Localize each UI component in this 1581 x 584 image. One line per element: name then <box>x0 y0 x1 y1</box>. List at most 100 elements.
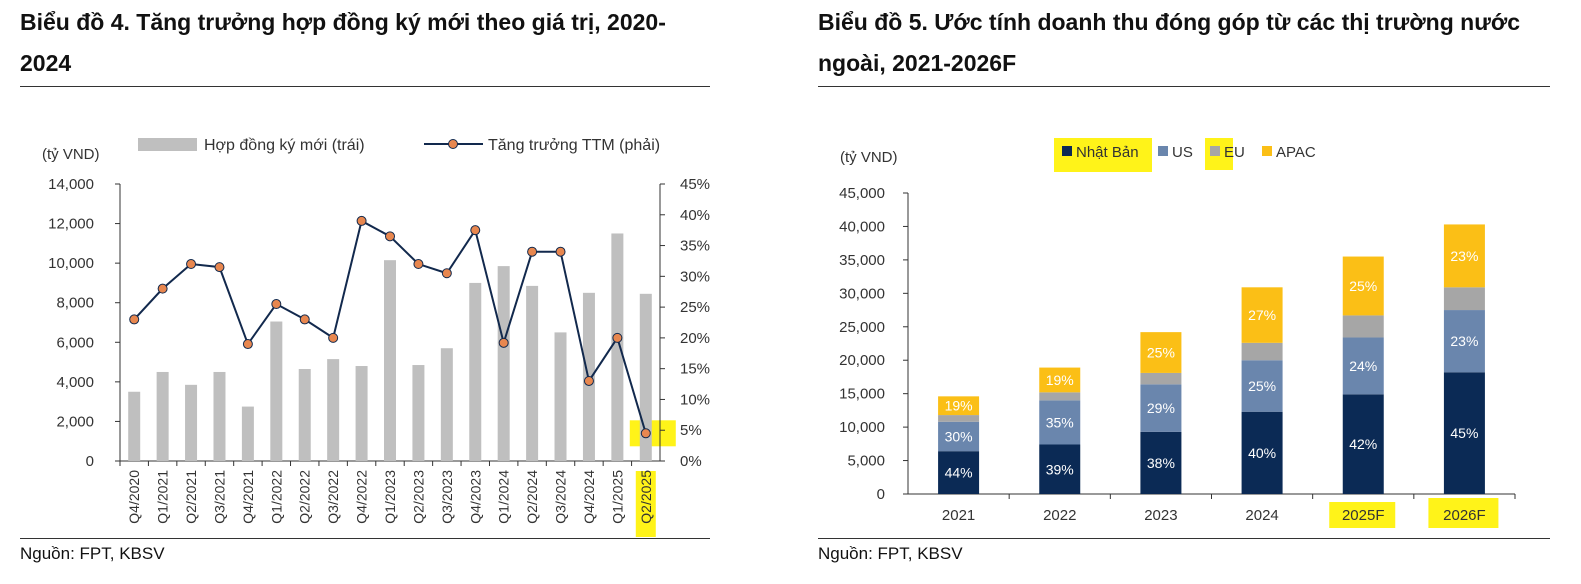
divider-top <box>818 86 1550 87</box>
legend-swatch-eu <box>1210 146 1220 156</box>
y-tick-label: 10,000 <box>48 255 94 272</box>
contract-bar <box>440 348 453 461</box>
y-tick-label: 14,000 <box>48 176 94 193</box>
y-tick-label: 15,000 <box>839 386 885 403</box>
bar-segment-apac <box>938 396 980 416</box>
data-label-us: 29% <box>1147 400 1175 416</box>
y-tick-label: 25,000 <box>839 319 885 336</box>
bar-segment-japan <box>1039 444 1081 494</box>
bar-segment-apac <box>1241 287 1283 343</box>
y-tick-label: 6,000 <box>56 334 94 351</box>
contract-bar <box>412 365 425 461</box>
ttm-growth-point <box>385 231 395 242</box>
y-tick-label: 4,000 <box>56 374 94 391</box>
data-label-japan: 42% <box>1349 436 1377 452</box>
y2-tick-label: 45% <box>680 176 710 193</box>
y2-tick-label: 25% <box>680 299 710 316</box>
legend-swatch-apac <box>1262 146 1272 156</box>
y-tick-label: 5,000 <box>847 453 885 470</box>
y-tick-label: 45,000 <box>839 185 885 202</box>
contract-bar <box>526 285 539 461</box>
data-label-apac: 19% <box>1046 372 1074 388</box>
divider-bottom <box>20 538 710 539</box>
y2-tick-label: 10% <box>680 391 710 408</box>
ttm-growth-point <box>214 262 225 273</box>
data-label-us: 30% <box>945 428 973 444</box>
bar-segment-japan <box>1443 372 1485 494</box>
bar-segment-eu <box>1342 315 1384 338</box>
ttm-growth-point <box>498 337 509 348</box>
x-tick-label: Q4/2020 <box>126 470 142 524</box>
ttm-growth-point <box>328 332 339 343</box>
source-note: Nguồn: FPT, KBSV <box>20 544 165 563</box>
x-tick-label: Q3/2024 <box>553 470 569 524</box>
data-label-japan: 40% <box>1248 445 1276 461</box>
y-axis-unit-label: (tỷ VND) <box>840 149 898 166</box>
y2-tick-label: 30% <box>680 268 710 285</box>
ttm-growth-point <box>129 314 140 325</box>
legend-label-eu: EU <box>1224 144 1245 161</box>
chart-panel-contract-growth: Biểu đồ 4. Tăng trưởng hợp đồng ký mới t… <box>20 0 710 584</box>
bar-segment-eu <box>938 415 980 422</box>
bar-segment-us <box>938 421 980 452</box>
y-tick-label: 12,000 <box>48 216 94 233</box>
bar-segment-us <box>1241 360 1283 412</box>
x-tick-label: Q3/2021 <box>211 470 227 524</box>
legend-label-growth: Tăng trưởng TTM (phải) <box>488 137 660 154</box>
y-tick-label: 0 <box>877 486 885 503</box>
ttm-growth-point <box>555 246 566 257</box>
x-tick-label: 2023 <box>1144 507 1177 524</box>
contract-bar <box>270 321 283 461</box>
data-label-japan: 44% <box>945 465 973 481</box>
x-tick-label: Q4/2023 <box>467 470 483 524</box>
contract-bar <box>384 260 396 461</box>
bar-segment-japan <box>1241 411 1283 494</box>
y2-tick-label: 15% <box>680 361 710 378</box>
x-tick-label: Q4/2021 <box>240 470 256 524</box>
ttm-growth-point <box>413 259 424 270</box>
y2-tick-label: 0% <box>680 453 702 470</box>
ttm-growth-point <box>186 259 197 270</box>
contract-bar <box>611 233 624 461</box>
data-label-us: 23% <box>1450 333 1478 349</box>
contract-bar <box>128 391 141 461</box>
contract-bar <box>554 332 567 461</box>
y-tick-label: 20,000 <box>839 352 885 369</box>
ttm-growth-point <box>612 332 623 343</box>
highlight-last-label <box>635 471 656 537</box>
x-tick-label: 2022 <box>1043 507 1076 524</box>
contract-bar <box>156 371 169 461</box>
ttm-growth-point <box>441 268 452 279</box>
bar-segment-japan <box>1342 394 1384 494</box>
data-label-japan: 38% <box>1147 455 1175 471</box>
bar-segment-apac <box>1140 332 1182 373</box>
data-label-japan: 45% <box>1450 425 1478 441</box>
ttm-growth-point <box>157 283 168 294</box>
legend-label-contracts: Hợp đồng ký mới (trái) <box>204 137 365 154</box>
data-label-apac: 27% <box>1248 307 1276 323</box>
y-tick-label: 40,000 <box>839 218 885 235</box>
x-tick-label: 2026F <box>1443 507 1486 524</box>
contract-bar <box>469 282 482 461</box>
ttm-growth-point <box>356 215 367 226</box>
bar-segment-apac <box>1443 224 1485 288</box>
bar-segment-eu <box>1140 372 1182 385</box>
x-tick-label: Q1/2021 <box>155 470 171 524</box>
y2-tick-label: 35% <box>680 238 710 255</box>
y-tick-label: 30,000 <box>839 285 885 302</box>
bar-segment-japan <box>938 451 980 494</box>
data-label-apac: 25% <box>1349 278 1377 294</box>
x-tick-label: Q3/2022 <box>325 470 341 524</box>
ttm-growth-point <box>271 299 282 310</box>
bar-segment-eu <box>1443 287 1485 311</box>
bar-segment-us <box>1140 384 1182 432</box>
bar-segment-eu <box>1241 342 1283 361</box>
y-tick-label: 2,000 <box>56 413 94 430</box>
legend-label-us: US <box>1172 144 1193 161</box>
legend-label-apac: APAC <box>1276 144 1316 161</box>
x-tick-label: 2025F <box>1342 507 1385 524</box>
x-tick-label: Q2/2024 <box>524 470 540 524</box>
data-label-us: 25% <box>1248 378 1276 394</box>
divider-bottom <box>818 538 1550 539</box>
bar-segment-us <box>1443 310 1485 373</box>
